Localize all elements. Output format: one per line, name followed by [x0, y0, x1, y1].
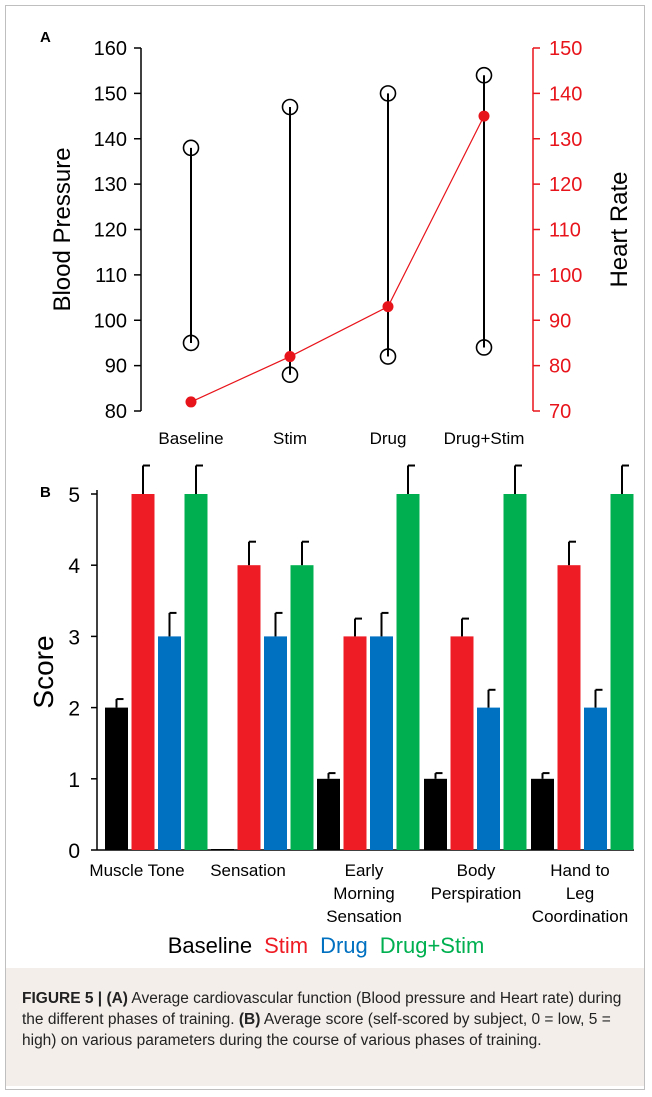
bar: [557, 565, 581, 850]
y-tick-label-left: 120: [94, 220, 127, 242]
y-tick-label-left: 110: [95, 265, 127, 287]
y-tick-label-b: 5: [68, 484, 80, 507]
x-tick-label-b: Body: [457, 861, 496, 880]
y-tick-label-left: 100: [94, 310, 127, 332]
y-tick-label-right: 120: [549, 174, 582, 196]
y-tick-label-left: 150: [94, 83, 127, 105]
y-tick-label-right: 100: [549, 265, 582, 287]
figure-frame: [5, 5, 645, 1090]
systolic-point: [182, 139, 200, 157]
diastolic-point: [475, 339, 493, 356]
x-tick-label-b: Sensation: [210, 861, 286, 880]
caption-b-label: (B): [238, 1011, 261, 1028]
y-tick-label-left: 160: [94, 38, 127, 60]
systolic-point: [281, 98, 299, 116]
bar: [184, 494, 208, 850]
bar: [237, 565, 261, 850]
y-tick-label-right: 90: [549, 310, 571, 332]
bar: [131, 494, 155, 850]
bar: [610, 494, 634, 850]
chart-a: A 80 90 100 110 120 130 140 150 160 Blood Pressure…: [40, 29, 633, 448]
bar: [105, 707, 128, 850]
x-tick-label: Stim: [273, 429, 307, 448]
x-tick-label: Baseline: [158, 429, 223, 448]
bar: [450, 636, 474, 850]
x-tick-label-b: Early: [345, 861, 384, 880]
bar: [584, 707, 607, 850]
bar: [424, 778, 447, 850]
diastolic-point: [281, 366, 299, 384]
diastolic-point: [182, 334, 200, 352]
y-tick-label-right: 150: [549, 38, 582, 60]
y-tick-label-left: 80: [105, 401, 127, 423]
y-tick-label-left: 90: [105, 356, 127, 378]
y-tick-label-right: 110: [549, 220, 581, 242]
y-tick-label-left: 140: [94, 129, 127, 151]
bar: [158, 636, 181, 850]
legend-entry-drug-stim: Drug+Stim: [379, 933, 485, 958]
bar: [370, 636, 393, 850]
y-tick-label-right: 140: [549, 83, 582, 105]
x-tick-label-b: Muscle Tone: [89, 861, 184, 880]
bar: [343, 636, 367, 850]
x-tick-label-b: Sensation: [326, 907, 402, 926]
y-tick-label-b: 0: [68, 840, 80, 863]
caption-a-label: (A): [106, 990, 128, 1007]
caption-b-text: Average score (self-scored by subject, 0…: [22, 1011, 611, 1049]
heart-rate-point: [478, 110, 490, 122]
bar: [290, 565, 314, 850]
y-tick-label-b: 3: [68, 626, 80, 649]
legend-entry-baseline: Baseline: [167, 933, 253, 958]
y-tick-label-left: 130: [94, 174, 127, 196]
bar: [503, 494, 527, 850]
heart-rate-point: [382, 301, 394, 313]
systolic-point: [379, 85, 397, 102]
bar: [531, 778, 554, 850]
legend-b: Baseline Stim Drug Drug+Stim: [0, 933, 652, 959]
caption-a-text: Average cardiovascular function (Blood p…: [22, 990, 622, 1028]
diastolic-point: [379, 348, 397, 365]
chart-b: B 0 1 2 3 4 5 Score Muscle Tone Sensation Early Mor…: [28, 464, 634, 926]
y-tick-label-b: 1: [68, 769, 80, 792]
bar: [477, 707, 500, 850]
heart-rate-point: [185, 396, 197, 408]
y-tick-label-right: 80: [549, 356, 571, 378]
bar: [317, 778, 340, 850]
x-tick-label-b: Morning: [333, 884, 394, 903]
legend-entry-stim: Stim: [264, 933, 309, 958]
bar: [396, 494, 420, 850]
x-tick-label-b: Perspiration: [431, 884, 522, 903]
caption-figure-label: FIGURE 5 |: [22, 990, 107, 1007]
y-axis-title-left: Blood Pressure: [49, 147, 76, 311]
systolic-point: [475, 66, 493, 84]
bar: [211, 849, 234, 850]
y-tick-label-b: 2: [68, 698, 80, 721]
x-tick-label-b: Coordination: [532, 907, 628, 926]
y-axis-title-right: Heart Rate: [606, 171, 633, 287]
heart-rate-point: [284, 351, 296, 363]
y-tick-label-right: 130: [549, 129, 582, 151]
y-tick-label-b: 4: [68, 555, 80, 578]
bar: [264, 636, 287, 850]
panel-label-a: A: [40, 29, 51, 46]
y-tick-label-right: 70: [549, 401, 571, 423]
x-tick-label: Drug: [370, 429, 407, 448]
figure-caption: FIGURE 5 | (A) Average cardiovascular fu…: [6, 968, 644, 1086]
x-tick-label: Drug+Stim: [444, 429, 525, 448]
x-tick-label-b: Hand to: [550, 861, 610, 880]
heart-rate-line: [190, 115, 485, 403]
y-axis-title-b: Score: [28, 635, 59, 708]
panel-label-b: B: [40, 484, 51, 501]
legend-entry-drug: Drug: [320, 933, 368, 958]
x-tick-label-b: Leg: [566, 884, 594, 903]
